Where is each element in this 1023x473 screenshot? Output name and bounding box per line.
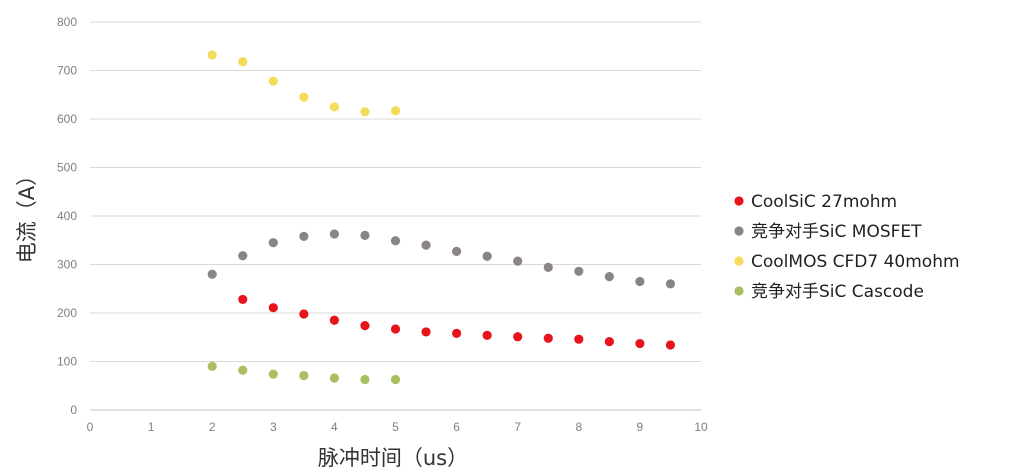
data-point-series-4 — [238, 365, 248, 375]
data-point-series-3 — [207, 50, 217, 60]
data-point-series-4 — [360, 374, 370, 385]
y-tick-label: 0 — [70, 403, 77, 417]
legend-label: CoolMOS CFD7 40mohm — [751, 252, 960, 272]
legend-label: CoolSiC 27mohm — [751, 192, 897, 212]
data-point-series-1 — [452, 328, 462, 338]
y-tick-label: 100 — [57, 355, 77, 369]
x-tick-label: 4 — [331, 420, 338, 434]
data-point-series-2 — [574, 266, 584, 276]
data-point-series-1 — [421, 327, 431, 337]
legend-marker — [734, 226, 744, 236]
data-point-series-4 — [299, 370, 309, 381]
data-point-series-3 — [238, 57, 248, 67]
y-tick-label: 800 — [57, 15, 77, 29]
data-point-series-3 — [299, 92, 309, 102]
data-point-series-1 — [329, 315, 339, 325]
x-axis-ticks: 0 1 2 3 4 5 6 7 8 9 10 — [87, 420, 708, 434]
legend-marker — [734, 256, 744, 266]
x-tick-label: 7 — [514, 420, 521, 434]
data-point-series-1 — [482, 330, 492, 340]
y-tick-label: 500 — [57, 161, 77, 175]
data-point-series-2 — [299, 231, 309, 241]
data-point-series-1 — [238, 294, 248, 305]
data-point-series-1 — [543, 333, 553, 343]
y-tick-label: 400 — [57, 209, 77, 223]
data-point-series-3 — [329, 102, 339, 112]
data-point-series-1 — [360, 321, 370, 331]
x-tick-label: 10 — [694, 420, 708, 434]
gridlines — [90, 21, 701, 411]
data-point-series-2 — [238, 251, 248, 261]
y-tick-label: 700 — [57, 64, 77, 78]
x-tick-label: 1 — [148, 420, 155, 434]
data-point-series-2 — [329, 229, 339, 239]
x-tick-label: 0 — [87, 420, 94, 434]
y-tick-label: 600 — [57, 112, 77, 126]
data-point-series-4 — [268, 369, 278, 379]
x-tick-label: 9 — [637, 420, 644, 434]
data-point-series-1 — [268, 303, 278, 313]
data-point-series-2 — [604, 272, 614, 282]
legend-label: 竞争对手SiC Cascode — [751, 282, 924, 302]
x-tick-label: 2 — [209, 420, 216, 434]
data-points — [207, 50, 676, 385]
data-point-series-2 — [207, 269, 217, 279]
data-point-series-3 — [360, 107, 370, 117]
legend-marker — [734, 196, 744, 206]
x-tick-label: 3 — [270, 420, 277, 434]
x-tick-label: 6 — [453, 420, 460, 434]
data-point-series-2 — [665, 279, 676, 289]
data-point-series-3 — [390, 106, 401, 116]
data-point-series-4 — [329, 373, 339, 383]
data-point-series-2 — [268, 238, 278, 248]
data-point-series-2 — [360, 230, 370, 240]
data-point-series-2 — [421, 240, 431, 250]
data-point-series-1 — [635, 338, 645, 349]
data-point-series-4 — [207, 361, 217, 371]
y-axis-ticks: 0 100 200 300 400 500 600 700 800 — [57, 15, 77, 417]
data-point-series-1 — [604, 337, 614, 347]
data-point-series-2 — [452, 246, 462, 257]
x-axis-title: 脉冲时间（us） — [318, 446, 468, 470]
legend-label: 竞争对手SiC MOSFET — [751, 222, 922, 242]
data-point-series-4 — [390, 374, 401, 385]
x-tick-label: 8 — [575, 420, 582, 434]
legend: CoolSiC 27mohm 竞争对手SiC MOSFET CoolMOS CFD7… — [734, 192, 960, 302]
y-axis-title: 电流（A） — [15, 165, 39, 263]
data-point-series-2 — [635, 276, 645, 287]
data-point-series-1 — [513, 332, 523, 342]
data-point-series-2 — [543, 262, 553, 273]
data-point-series-3 — [268, 76, 278, 86]
data-point-series-1 — [390, 324, 401, 334]
y-tick-label: 200 — [57, 306, 77, 320]
data-point-series-1 — [299, 309, 309, 319]
data-point-series-1 — [574, 334, 584, 344]
y-tick-label: 300 — [57, 258, 77, 272]
legend-marker — [734, 286, 744, 296]
data-point-series-2 — [390, 236, 401, 246]
data-point-series-2 — [482, 251, 492, 261]
x-tick-label: 5 — [392, 420, 399, 434]
data-point-series-1 — [665, 340, 676, 350]
data-point-series-2 — [513, 256, 523, 266]
